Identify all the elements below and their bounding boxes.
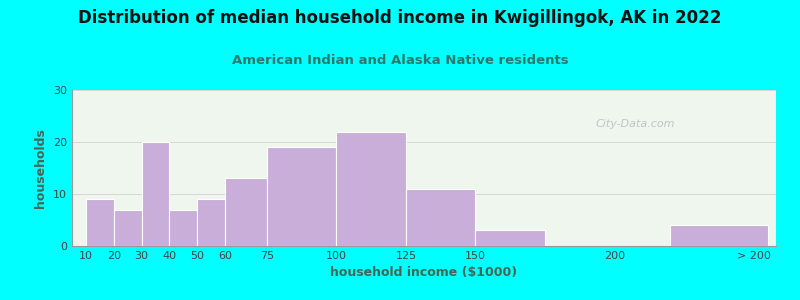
Text: American Indian and Alaska Native residents: American Indian and Alaska Native reside… — [232, 54, 568, 67]
Bar — [86, 199, 114, 246]
Bar — [266, 147, 336, 246]
Bar — [170, 210, 198, 246]
Bar — [114, 210, 142, 246]
Bar — [336, 132, 406, 246]
Bar — [142, 142, 170, 246]
Text: Distribution of median household income in Kwigillingok, AK in 2022: Distribution of median household income … — [78, 9, 722, 27]
Bar — [198, 199, 225, 246]
Bar — [406, 189, 475, 246]
Bar — [475, 230, 545, 246]
Bar — [225, 178, 266, 246]
Text: City-Data.com: City-Data.com — [595, 119, 675, 129]
X-axis label: household income ($1000): household income ($1000) — [330, 266, 518, 279]
Bar — [670, 225, 768, 246]
Y-axis label: households: households — [34, 128, 47, 208]
